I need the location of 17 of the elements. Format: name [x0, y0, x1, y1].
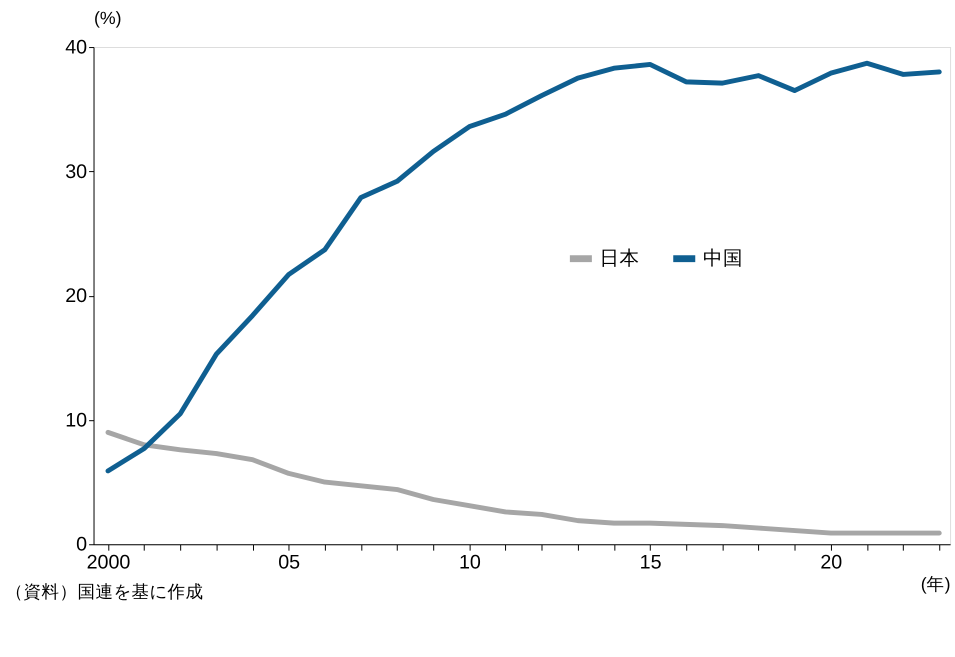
legend-label: 中国 — [702, 248, 743, 270]
y-tick-label: 30 — [65, 160, 88, 183]
y-axis-title: (%) — [94, 8, 122, 28]
legend-label: 日本 — [600, 248, 640, 270]
x-tick-label: 05 — [278, 551, 300, 574]
y-tick-label: 20 — [65, 285, 88, 308]
line-series — [106, 60, 942, 474]
y-tick-label: 0 — [76, 534, 88, 556]
x-tick-label: 10 — [458, 551, 481, 574]
text: （資料）国連を基に作成 — [6, 581, 204, 602]
x-axis-title: (年) — [920, 574, 951, 594]
x-tick-label: 15 — [640, 551, 662, 574]
x-tick-label: 2000 — [86, 551, 130, 574]
x-tick-label: 20 — [820, 551, 842, 574]
line-series — [106, 430, 942, 536]
y-tick-label: 40 — [65, 36, 88, 58]
y-tick-label: 10 — [65, 409, 88, 432]
